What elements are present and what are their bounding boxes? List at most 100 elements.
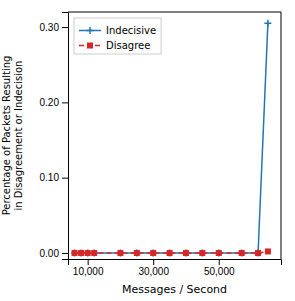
series-marker xyxy=(91,249,98,256)
series-marker xyxy=(72,250,77,255)
marker-shape xyxy=(117,249,124,256)
series-marker xyxy=(255,249,262,256)
y-axis: 0.00 0.10 0.20 0.30 xyxy=(40,13,69,260)
legend-label: Disagree xyxy=(106,40,150,51)
frame-top xyxy=(68,12,281,13)
series-marker xyxy=(150,249,157,256)
x-tick-label: 10,000 xyxy=(73,266,104,277)
series-marker xyxy=(134,250,139,255)
legend-marker xyxy=(87,27,94,34)
series-marker xyxy=(256,250,261,255)
marker-shape xyxy=(199,249,206,256)
series-marker xyxy=(264,20,271,27)
marker-shape xyxy=(78,249,85,256)
legend: Indecisive Disagree xyxy=(74,18,161,54)
series-marker xyxy=(183,250,188,255)
y-tick: 0.30 xyxy=(40,22,68,33)
marker-shape xyxy=(85,250,90,255)
marker-shape xyxy=(151,250,156,255)
marker-shape xyxy=(150,249,157,256)
y-tick: 0.20 xyxy=(40,97,68,108)
marker-shape xyxy=(255,249,262,256)
marker-shape xyxy=(182,249,189,256)
legend-label: Indecisive xyxy=(106,25,156,36)
plot: 10,000 30,000 50,000 0.00 0.10 0.20 0.30 Messag… xyxy=(1,12,282,296)
y-tick-label: 0.30 xyxy=(40,22,60,33)
marker-shape xyxy=(91,249,98,256)
x-tick: 50,000 xyxy=(204,259,235,277)
series-marker xyxy=(85,250,90,255)
legend-marker xyxy=(88,43,93,48)
series-marker xyxy=(265,249,270,254)
y-axis-title-line: in Disagreement or Indecision xyxy=(13,61,24,211)
y-tick-mark xyxy=(62,253,68,254)
y-tick: 0.00 xyxy=(40,248,68,259)
series-marker xyxy=(84,249,91,256)
x-tick-label: 30,000 xyxy=(138,266,169,277)
x-axis-title: Messages / Second xyxy=(122,283,227,296)
marker-shape xyxy=(88,43,93,48)
y-tick-mark xyxy=(62,102,68,103)
series-marker xyxy=(79,250,84,255)
series-marker xyxy=(151,250,156,255)
marker-shape xyxy=(84,249,91,256)
marker-shape xyxy=(71,249,78,256)
series-line xyxy=(75,23,268,253)
x-tick: 10,000 xyxy=(73,259,104,277)
series-marker xyxy=(118,250,123,255)
marker-shape xyxy=(239,250,244,255)
marker-shape xyxy=(87,27,94,34)
plot-area xyxy=(71,20,271,257)
frame-right xyxy=(281,12,282,259)
series-marker xyxy=(238,249,245,256)
marker-shape xyxy=(134,250,139,255)
marker-shape xyxy=(215,249,222,256)
y-tick-mark xyxy=(62,178,68,179)
marker-shape xyxy=(72,250,77,255)
x-tick-mark xyxy=(153,259,154,265)
y-tick-mark xyxy=(62,27,68,28)
marker-shape xyxy=(92,250,97,255)
marker-shape xyxy=(183,250,188,255)
legend-box xyxy=(74,18,161,54)
series-marker xyxy=(200,250,205,255)
x-tick-label: 50,000 xyxy=(204,266,235,277)
x-tick-mark xyxy=(88,259,89,265)
series-marker xyxy=(71,249,78,256)
series-marker xyxy=(166,249,173,256)
marker-shape xyxy=(79,250,84,255)
series-marker xyxy=(92,250,97,255)
marker-shape xyxy=(216,250,221,255)
series-marker xyxy=(78,249,85,256)
series-marker xyxy=(216,250,221,255)
marker-shape xyxy=(200,250,205,255)
y-axis-title: Percentage of Packets Resultingin Disagr… xyxy=(1,56,24,216)
marker-shape xyxy=(265,249,270,254)
y-tick-label: 0.00 xyxy=(40,248,60,259)
series-marker xyxy=(239,250,244,255)
y-axis-line xyxy=(62,13,69,260)
marker-shape xyxy=(238,249,245,256)
marker-shape xyxy=(133,249,140,256)
series-marker xyxy=(215,249,222,256)
x-axis: 10,000 30,000 50,000 xyxy=(69,259,282,277)
series-marker xyxy=(182,249,189,256)
legend-item: Disagree xyxy=(79,40,150,51)
x-axis-line xyxy=(69,260,282,266)
marker-shape xyxy=(166,249,173,256)
marker-shape xyxy=(118,250,123,255)
chart: 10,000 30,000 50,000 0.00 0.10 0.20 0.30 Messag… xyxy=(0,0,295,301)
marker-shape xyxy=(256,250,261,255)
y-axis-title-line: Percentage of Packets Resulting xyxy=(1,56,12,216)
x-tick: 30,000 xyxy=(138,259,169,277)
y-tick-label: 0.20 xyxy=(40,97,60,108)
marker-shape xyxy=(167,250,172,255)
legend-item: Indecisive xyxy=(79,25,156,36)
x-tick-mark xyxy=(219,259,220,265)
series-marker xyxy=(167,250,172,255)
series-marker xyxy=(133,249,140,256)
y-tick-label: 0.10 xyxy=(40,172,60,183)
y-tick: 0.10 xyxy=(40,172,68,183)
series-marker xyxy=(117,249,124,256)
marker-shape xyxy=(264,20,271,27)
